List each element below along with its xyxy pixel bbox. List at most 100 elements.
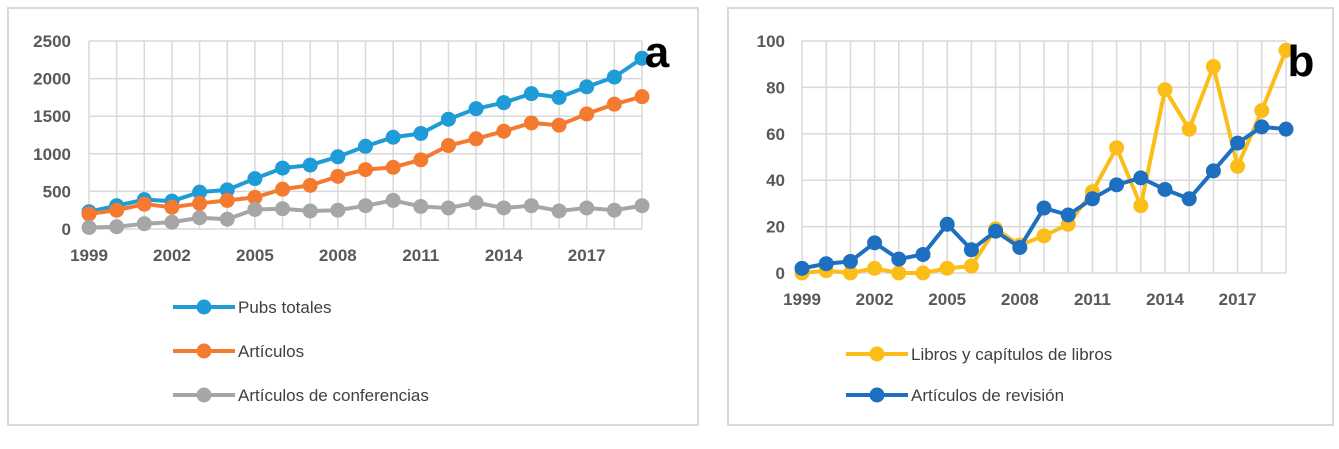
data-point	[551, 89, 567, 105]
data-point	[551, 203, 567, 219]
data-point	[523, 115, 539, 131]
data-point	[81, 206, 97, 222]
y-tick-label: 2000	[33, 70, 71, 89]
data-point	[496, 123, 512, 139]
data-point	[1230, 135, 1246, 151]
data-point	[440, 138, 456, 154]
y-tick-label: 0	[62, 220, 71, 239]
legend-marker	[196, 343, 212, 359]
y-tick-label: 60	[766, 125, 785, 144]
y-tick-label: 1500	[33, 107, 71, 126]
data-point	[579, 79, 595, 95]
data-point	[496, 95, 512, 111]
data-point	[219, 182, 235, 198]
legend-label: Artículos de conferencias	[238, 386, 429, 405]
data-point	[275, 181, 291, 197]
x-tick-label: 2005	[236, 246, 274, 265]
data-point	[891, 251, 907, 267]
data-point	[1060, 207, 1076, 223]
data-point	[579, 106, 595, 122]
data-point	[81, 219, 97, 235]
legend-label: Artículos de revisión	[911, 386, 1064, 405]
chart-b: 0 20 40 60 80 100 1999 2002 2005 2008 2011 2014 2017…	[757, 32, 1315, 405]
data-point	[413, 198, 429, 214]
x-tick-label: 2011	[402, 246, 439, 265]
legend-label: Pubs totales	[238, 298, 332, 317]
data-point	[1036, 200, 1052, 216]
legend-marker	[196, 387, 212, 403]
data-point	[1278, 42, 1294, 58]
data-point	[275, 201, 291, 217]
data-point	[468, 101, 484, 117]
chart-panel-a: 0 500 1000 1500 2000 2500 1999 2002 2005 2008 2011…	[7, 7, 699, 426]
data-point	[192, 195, 208, 211]
data-point	[1205, 59, 1221, 75]
data-point	[842, 253, 858, 269]
data-point	[818, 256, 834, 272]
data-point	[136, 196, 152, 212]
data-point	[939, 216, 955, 232]
data-point	[551, 117, 567, 133]
y-tick-label: 500	[43, 182, 71, 201]
data-point	[579, 200, 595, 216]
data-point	[192, 210, 208, 226]
x-tick-label: 2008	[319, 246, 357, 265]
data-point	[219, 211, 235, 227]
x-tick-label: 2005	[928, 290, 966, 309]
y-tick-label: 100	[757, 32, 785, 51]
data-point	[109, 202, 125, 218]
panel-label: b	[1288, 37, 1315, 86]
data-point	[302, 203, 318, 219]
data-point	[988, 223, 1004, 239]
data-point	[330, 149, 346, 165]
data-point	[1084, 191, 1100, 207]
data-point	[330, 168, 346, 184]
data-point	[867, 235, 883, 251]
data-point	[1205, 163, 1221, 179]
data-point	[1036, 228, 1052, 244]
legend-marker	[196, 299, 212, 315]
data-point	[794, 260, 810, 276]
legend-label: Libros y capítulos de libros	[911, 345, 1112, 364]
y-tick-label: 2500	[33, 32, 71, 51]
chart-a: 0 500 1000 1500 2000 2500 1999 2002 2005 2008 2011…	[33, 28, 670, 405]
data-point	[1109, 177, 1125, 193]
data-point	[164, 199, 180, 215]
data-point	[468, 195, 484, 211]
x-tick-label: 2014	[1146, 290, 1184, 309]
data-point	[891, 265, 907, 281]
data-point	[1109, 140, 1125, 156]
data-point	[1157, 82, 1173, 98]
y-tick-label: 20	[766, 218, 785, 237]
data-point	[1157, 181, 1173, 197]
data-point	[1181, 191, 1197, 207]
data-point	[247, 171, 263, 187]
data-point	[136, 216, 152, 232]
x-tick-label: 2014	[485, 246, 523, 265]
data-point	[867, 260, 883, 276]
data-point	[413, 125, 429, 141]
data-point	[358, 162, 373, 178]
data-point	[963, 242, 979, 258]
x-tick-label: 1999	[70, 246, 108, 265]
data-point	[606, 96, 622, 112]
x-tick-label: 2017	[568, 246, 606, 265]
x-tick-label: 1999	[783, 290, 821, 309]
data-point	[1133, 170, 1149, 186]
data-point	[275, 160, 291, 176]
data-point	[1230, 158, 1246, 174]
data-point	[385, 159, 401, 175]
data-point	[385, 129, 401, 145]
panel-label: a	[645, 28, 670, 77]
data-point	[440, 200, 456, 216]
data-point	[109, 219, 125, 235]
data-point	[606, 69, 622, 85]
data-point	[302, 157, 318, 173]
data-point	[1133, 198, 1149, 214]
data-point	[915, 265, 931, 281]
data-point	[634, 198, 650, 214]
data-point	[1254, 119, 1270, 135]
chart-panel-b: 0 20 40 60 80 100 1999 2002 2005 2008 2011 2014 2017…	[727, 7, 1334, 426]
x-tick-label: 2011	[1074, 290, 1111, 309]
data-point	[523, 86, 539, 102]
